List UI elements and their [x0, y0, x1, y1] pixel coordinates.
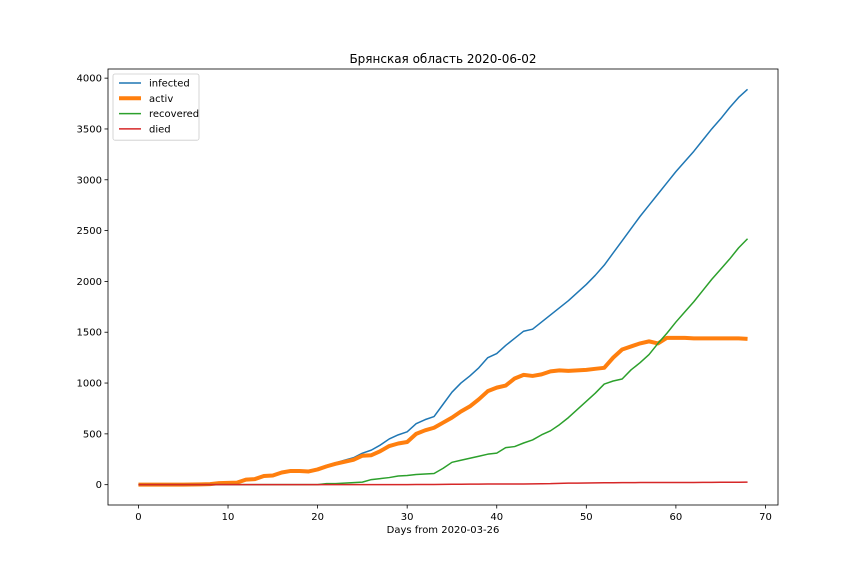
- y-tick-label: 3500: [77, 124, 102, 135]
- legend: infected activ recovered died: [112, 73, 200, 141]
- series-line-died: [138, 481, 748, 486]
- y-tick-label: 2000: [77, 277, 102, 288]
- y-tick-label: 1500: [77, 328, 102, 339]
- y-axis-ticks: 0 500 1000 1500 2000 2500 3000 3500 4000: [77, 74, 108, 491]
- x-axis-label: Days from 2020-03-26: [387, 525, 500, 536]
- x-tick-label: 70: [759, 512, 772, 523]
- x-axis-ticks: 0 10 20 30 40 50 60 70: [135, 505, 772, 523]
- y-tick-label: 0: [96, 480, 102, 491]
- y-tick-label: 500: [83, 429, 102, 440]
- x-tick-label: 10: [222, 512, 235, 523]
- x-tick-label: 40: [490, 512, 503, 523]
- x-tick-label: 60: [670, 512, 683, 523]
- x-tick-label: 0: [135, 512, 141, 523]
- series-line-infected: [138, 88, 749, 486]
- x-tick-label: 30: [401, 512, 414, 523]
- legend-label-recovered: recovered: [149, 109, 199, 120]
- legend-label-died: died: [149, 124, 171, 135]
- y-tick-label: 1000: [77, 379, 102, 390]
- y-tick-label: 3000: [77, 175, 102, 186]
- legend-label-activ: activ: [149, 94, 173, 105]
- x-tick-label: 50: [580, 512, 593, 523]
- x-tick-label: 20: [311, 512, 324, 523]
- legend-label-infected: infected: [149, 79, 190, 90]
- legend-box: [112, 73, 200, 141]
- y-tick-label: 2500: [77, 226, 102, 237]
- plot-series: [138, 88, 749, 487]
- y-tick-label: 4000: [77, 74, 102, 85]
- plot-frame: [107, 68, 779, 506]
- series-line-activ: [138, 335, 748, 487]
- chart-title: Брянская область 2020-06-02: [349, 52, 536, 66]
- series-line-recovered: [138, 238, 749, 486]
